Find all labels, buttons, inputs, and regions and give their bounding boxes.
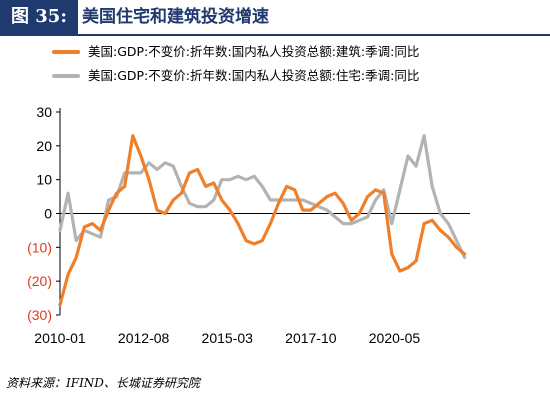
- legend-swatch-residential: [52, 74, 80, 78]
- x-tick-label: 2010-01: [34, 330, 86, 346]
- y-tick-label: 10: [36, 172, 52, 188]
- figure-title: 美国住宅和建筑投资增速: [82, 7, 269, 27]
- x-tick-label: 2020-05: [369, 330, 421, 346]
- y-tick-label: (20): [27, 273, 52, 289]
- y-tick-label: 0: [44, 206, 52, 222]
- y-tick-label: (30): [27, 307, 52, 323]
- legend-item-construction: 美国:GDP:不变价:折年数:国内私人投资总额:建筑:季调:同比: [52, 40, 419, 64]
- chart-legend: 美国:GDP:不变价:折年数:国内私人投资总额:建筑:季调:同比 美国:GDP:…: [52, 40, 419, 88]
- y-tick-label: 20: [36, 138, 52, 154]
- x-tick-label: 2012-08: [118, 330, 170, 346]
- legend-item-residential: 美国:GDP:不变价:折年数:国内私人投资总额:住宅:季调:同比: [52, 64, 419, 88]
- x-tick-label: 2017-10: [285, 330, 337, 346]
- figure-title-bar: 图 35: 美国住宅和建筑投资增速: [0, 0, 550, 36]
- figure-number: 图 35:: [0, 0, 78, 34]
- legend-label-residential: 美国:GDP:不变价:折年数:国内私人投资总额:住宅:季调:同比: [88, 68, 420, 83]
- legend-swatch-construction: [52, 50, 80, 54]
- series-line-construction: [58, 134, 467, 307]
- x-tick-label: 2015-03: [202, 330, 254, 346]
- source-note: 资料来源：IFIND、长城证券研究院: [6, 376, 200, 390]
- y-tick-label: 30: [36, 104, 52, 120]
- y-tick-label: (10): [27, 239, 52, 255]
- legend-label-construction: 美国:GDP:不变价:折年数:国内私人投资总额:建筑:季调:同比: [88, 44, 420, 59]
